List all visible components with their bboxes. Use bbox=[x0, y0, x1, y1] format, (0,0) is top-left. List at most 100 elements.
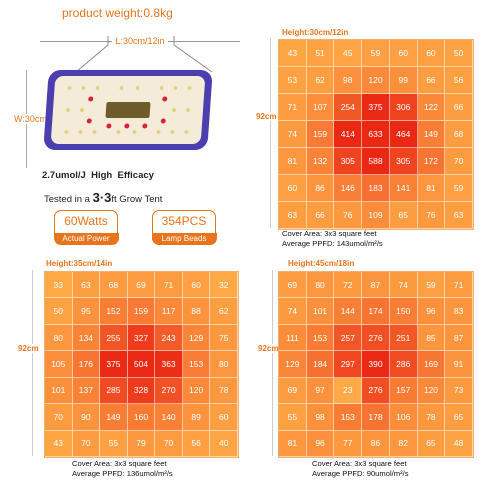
cover-area-45cm: Cover Area: 3x3 square feet Average PPFD:… bbox=[312, 459, 409, 478]
ppfd-cell: 43 bbox=[45, 430, 73, 457]
ppfd-cell: 50 bbox=[45, 298, 73, 325]
ppfd-grid-30cm: 43 51 45 59 60 60 50 53 62 98 120 99 66 56 71 107 254 375… bbox=[278, 39, 474, 230]
ppfd-cell: 146 bbox=[334, 175, 363, 202]
ppfd-cell: 51 bbox=[306, 40, 335, 67]
ppfd-cell: 95 bbox=[72, 298, 101, 325]
ppfd-cell: 286 bbox=[389, 351, 418, 378]
ppfd-cell: 60 bbox=[389, 40, 418, 67]
ppfd-cell: 56 bbox=[445, 67, 473, 94]
ppfd-cell: 82 bbox=[389, 430, 418, 457]
ppfd-cell: 153 bbox=[334, 404, 363, 431]
ppfd-cell: 91 bbox=[445, 351, 473, 378]
ppfd-cell: 159 bbox=[127, 298, 156, 325]
ppfd-cell: 375 bbox=[362, 94, 390, 121]
ppfd-cell: 81 bbox=[417, 175, 446, 202]
ppfd-cell: 80 bbox=[210, 351, 238, 378]
ppfd-cell: 254 bbox=[334, 94, 363, 121]
power-badge: 60Watts Actual Power bbox=[53, 210, 119, 245]
ppfd-cell: 70 bbox=[155, 430, 183, 457]
chart-height-label: Height:45cm/18in bbox=[288, 259, 355, 268]
ppfd-cell: 98 bbox=[334, 67, 363, 94]
ppfd-cell: 176 bbox=[72, 351, 101, 378]
ppfd-cell: 99 bbox=[389, 67, 418, 94]
ppfd-cell: 62 bbox=[210, 298, 238, 325]
ppfd-cell: 96 bbox=[306, 430, 335, 457]
ppfd-cell: 117 bbox=[155, 298, 183, 325]
ppfd-cell: 62 bbox=[306, 67, 335, 94]
ppfd-cell: 106 bbox=[389, 404, 418, 431]
ppfd-cell: 69 bbox=[279, 272, 307, 299]
ppfd-cell: 86 bbox=[306, 175, 335, 202]
ppfd-cell: 60 bbox=[279, 175, 307, 202]
ppfd-cell: 255 bbox=[100, 324, 128, 352]
ppfd-cell: 588 bbox=[362, 148, 390, 175]
ppfd-cell: 157 bbox=[389, 377, 418, 405]
ppfd-cell: 172 bbox=[417, 148, 446, 175]
ppfd-cell: 178 bbox=[362, 404, 390, 431]
cover-area-30cm: Cover Area: 3x3 square feet Average PPFD:… bbox=[282, 229, 383, 248]
ppfd-cell: 150 bbox=[389, 298, 418, 325]
ppfd-cell: 66 bbox=[445, 94, 473, 121]
chart-height-label: Height:35cm/14in bbox=[46, 259, 113, 268]
ppfd-cell: 96 bbox=[417, 298, 446, 325]
ppfd-cell: 73 bbox=[445, 377, 473, 405]
ppfd-cell: 55 bbox=[279, 404, 307, 431]
ppfd-cell: 53 bbox=[279, 67, 307, 94]
ppfd-cell: 60 bbox=[417, 40, 446, 67]
chart-side-label: 92cm bbox=[256, 112, 277, 121]
ppfd-cell: 120 bbox=[362, 67, 390, 94]
ppfd-cell: 33 bbox=[45, 272, 73, 299]
ppfd-cell: 327 bbox=[127, 324, 156, 352]
ppfd-cell: 464 bbox=[389, 121, 418, 148]
ppfd-grid-45cm: 69 80 72 87 74 59 71 74 101 144 174 150 96 83 111 153 25… bbox=[278, 271, 474, 458]
ppfd-cell: 98 bbox=[306, 404, 335, 431]
ppfd-cell: 633 bbox=[362, 121, 390, 148]
beads-badge: 354PCS Lamp Beads bbox=[151, 210, 217, 245]
ppfd-cell: 251 bbox=[389, 324, 418, 352]
ppfd-cell: 89 bbox=[182, 404, 211, 431]
ppfd-cell: 68 bbox=[445, 121, 473, 148]
ppfd-cell: 153 bbox=[182, 351, 211, 378]
cover-area-35cm: Cover Area: 3x3 square feet Average PPFD:… bbox=[72, 459, 173, 478]
efficacy-text: 2.7umol/J High Efficacy bbox=[42, 170, 154, 181]
ppfd-cell: 149 bbox=[417, 121, 446, 148]
ppfd-cell: 97 bbox=[306, 377, 335, 405]
ppfd-cell: 81 bbox=[279, 148, 307, 175]
ppfd-cell: 270 bbox=[155, 377, 183, 405]
ppfd-cell: 81 bbox=[279, 430, 307, 457]
ppfd-cell: 129 bbox=[182, 324, 211, 352]
ppfd-cell: 153 bbox=[306, 324, 335, 352]
ppfd-cell: 122 bbox=[417, 94, 446, 121]
ppfd-cell: 85 bbox=[417, 324, 446, 352]
ppfd-cell: 109 bbox=[362, 202, 390, 229]
ppfd-cell: 78 bbox=[417, 404, 446, 431]
ppfd-cell: 129 bbox=[279, 351, 307, 378]
ppfd-cell: 70 bbox=[72, 430, 101, 457]
ppfd-cell: 71 bbox=[279, 94, 307, 121]
ppfd-cell: 60 bbox=[210, 404, 238, 431]
ppfd-cell: 375 bbox=[100, 351, 128, 378]
ppfd-cell: 101 bbox=[306, 298, 335, 325]
ppfd-cell: 276 bbox=[362, 377, 390, 405]
ppfd-cell: 297 bbox=[334, 351, 363, 378]
ppfd-cell: 48 bbox=[445, 430, 473, 457]
ppfd-cell: 76 bbox=[417, 202, 446, 229]
ppfd-cell: 55 bbox=[100, 430, 128, 457]
ppfd-cell: 184 bbox=[306, 351, 335, 378]
ppfd-cell: 90 bbox=[72, 404, 101, 431]
ppfd-cell: 80 bbox=[306, 272, 335, 299]
ppfd-cell: 63 bbox=[445, 202, 473, 229]
ppfd-cell: 141 bbox=[389, 175, 418, 202]
ppfd-cell: 504 bbox=[127, 351, 156, 378]
ppfd-cell: 65 bbox=[445, 404, 473, 431]
product-weight: product weight:0.8kg bbox=[62, 6, 173, 20]
ppfd-cell: 144 bbox=[334, 298, 363, 325]
ppfd-cell: 70 bbox=[45, 404, 73, 431]
chart-side-label: 92cm bbox=[18, 344, 39, 353]
length-dimension: L:30cm/12in bbox=[40, 36, 240, 46]
ppfd-cell: 45 bbox=[334, 40, 363, 67]
ppfd-cell: 59 bbox=[362, 40, 390, 67]
ppfd-cell: 79 bbox=[127, 430, 156, 457]
ppfd-cell: 78 bbox=[210, 377, 238, 405]
tested-text: Tested in a 3·3ft Grow Tent bbox=[44, 190, 163, 205]
